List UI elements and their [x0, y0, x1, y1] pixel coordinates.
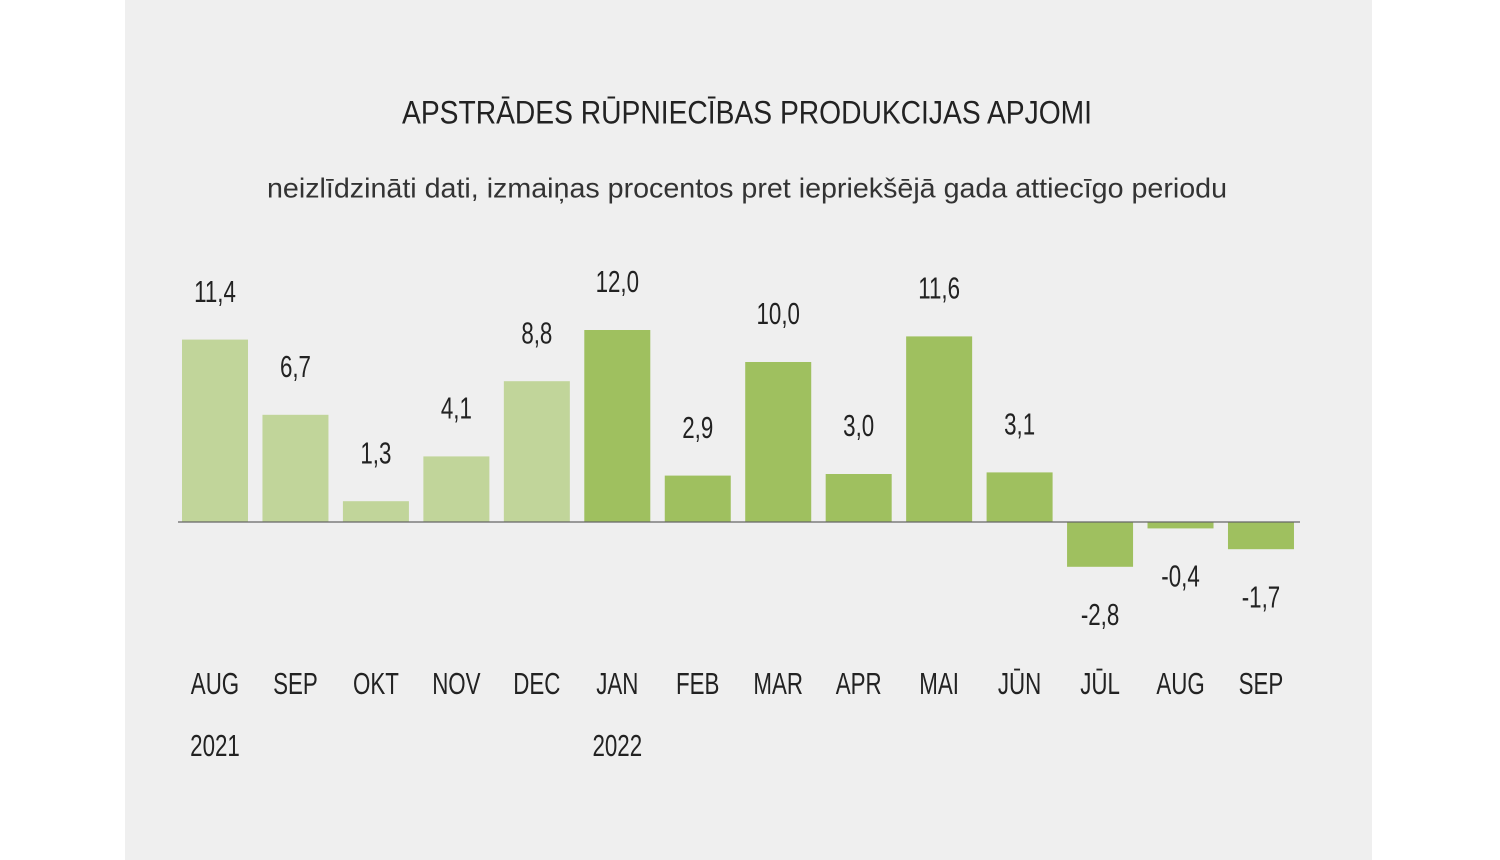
year-label: 2021: [190, 729, 240, 763]
bar: [262, 414, 329, 522]
bar: [182, 339, 248, 522]
x-tick-label: JŪL: [1080, 667, 1120, 701]
bar: [342, 501, 409, 522]
bar: [986, 472, 1053, 522]
bar: [584, 330, 651, 522]
value-label: 11,4: [194, 274, 236, 308]
x-tick-label: SEP: [1239, 667, 1284, 701]
value-label: 4,1: [441, 391, 472, 425]
x-tick-label: JŪN: [998, 667, 1041, 701]
value-label: 3,1: [1004, 407, 1035, 441]
x-tick-label: AUG: [191, 667, 239, 701]
x-tick-label: OKT: [353, 667, 399, 701]
bar: [1147, 522, 1214, 529]
value-label: -1,7: [1242, 580, 1280, 614]
x-tick-label: NOV: [432, 667, 480, 701]
bar: [1227, 522, 1294, 550]
x-tick-label: JAN: [596, 667, 638, 701]
value-label: 3,0: [843, 409, 874, 443]
bar: [745, 362, 812, 522]
year-label: 2022: [592, 729, 642, 763]
value-label: -0,4: [1161, 559, 1199, 593]
bar: [423, 456, 490, 522]
value-label: 11,6: [918, 271, 960, 305]
x-tick-label: SEP: [273, 667, 318, 701]
value-label: 6,7: [280, 349, 311, 383]
bar: [664, 475, 731, 522]
value-label: 8,8: [521, 316, 552, 350]
x-tick-label: DEC: [513, 667, 560, 701]
value-label: 1,3: [360, 436, 391, 470]
chart-subtitle: neizlīdzināti dati, izmaiņas procentos p…: [267, 172, 1227, 203]
bar: [503, 381, 570, 522]
x-tick-label: AUG: [1156, 667, 1204, 701]
chart-title: APSTRĀDES RŪPNIECĪBAS PRODUKCIJAS APJOMI: [402, 94, 1092, 130]
bar: [1067, 522, 1134, 567]
value-label: 2,9: [682, 410, 713, 444]
value-label: 12,0: [596, 265, 639, 299]
x-tick-label: FEB: [676, 667, 719, 701]
value-label: -2,8: [1081, 597, 1119, 631]
x-tick-label: APR: [836, 667, 882, 701]
bar: [906, 336, 973, 522]
bar: [825, 474, 892, 522]
x-tick-label: MAR: [753, 667, 803, 701]
x-tick-label: MAI: [919, 667, 959, 701]
value-label: 10,0: [757, 297, 800, 331]
